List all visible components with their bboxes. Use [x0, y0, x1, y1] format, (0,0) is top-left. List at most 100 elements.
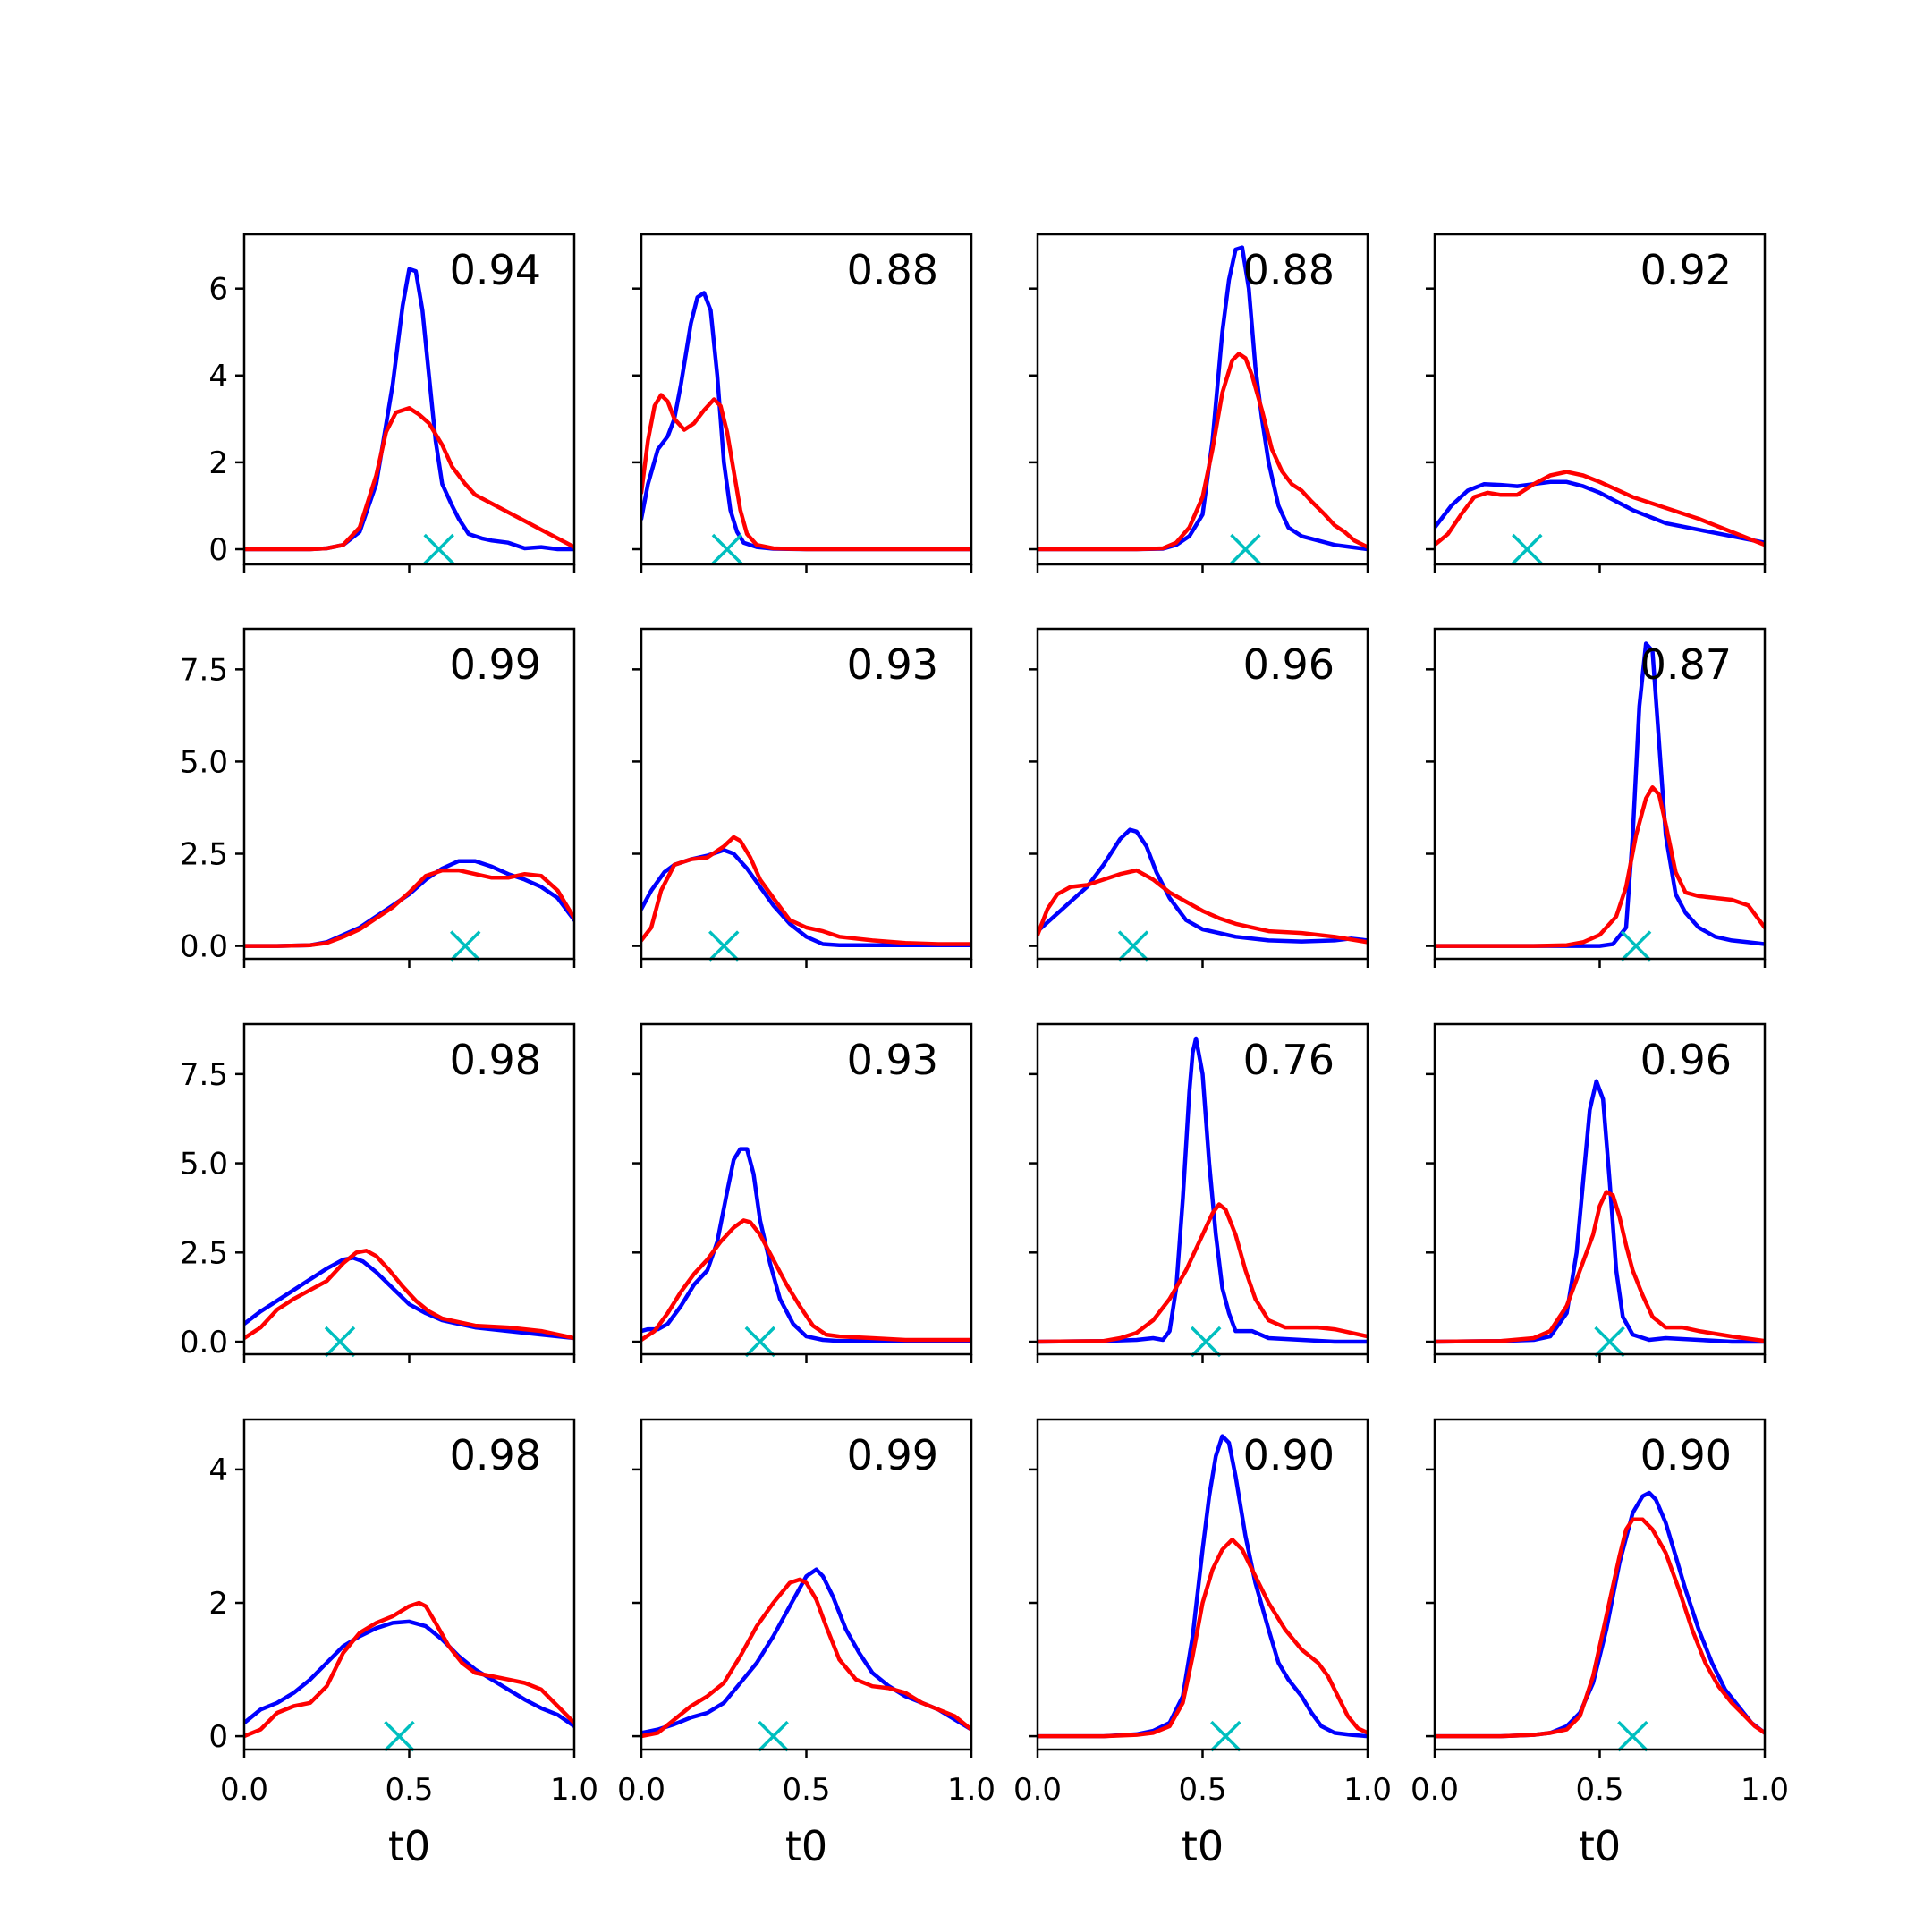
subplot-2: 0.88	[632, 233, 973, 573]
series-line-1	[244, 1256, 574, 1341]
series-line-1	[1435, 479, 1765, 545]
series-line-1	[641, 1147, 971, 1343]
x-tick-label: 1.0	[550, 1772, 598, 1808]
score-annotation: 0.99	[847, 1431, 938, 1479]
subplot-12: 0.96	[1426, 1022, 1767, 1363]
x-marker	[423, 533, 454, 565]
score-annotation: 0.76	[1243, 1036, 1335, 1084]
score-annotation: 0.93	[847, 640, 938, 689]
x-marker	[1190, 1326, 1222, 1358]
score-annotation: 0.99	[450, 640, 541, 689]
score-annotation: 0.93	[847, 1036, 938, 1084]
y-tick-label: 0	[208, 1719, 228, 1755]
subplot-6: 0.93	[632, 627, 973, 968]
score-annotation: 0.88	[1243, 246, 1335, 294]
subplot-1: 0 2 4 6 0.94	[208, 233, 576, 573]
series-line-1	[641, 848, 971, 947]
y-tick-label: 5.0	[180, 744, 228, 780]
subplot-5: 0.0 2.5 5.0 7.5 0.99	[180, 627, 576, 968]
x-marker	[744, 1326, 776, 1358]
x-marker	[1117, 930, 1149, 962]
score-annotation: 0.96	[1640, 1036, 1732, 1084]
x-marker	[711, 533, 743, 565]
series-line-2	[641, 1577, 971, 1739]
subplot-4: 0.92	[1426, 233, 1767, 573]
subplot-10: 0.93	[632, 1022, 973, 1363]
y-tick-label: 2.5	[180, 1235, 228, 1271]
x-marker	[324, 1326, 356, 1358]
series-line-2	[1435, 1190, 1765, 1344]
series-line-1	[1435, 641, 1765, 948]
x-tick-label: 1.0	[1343, 1772, 1392, 1808]
x-marker	[449, 930, 481, 962]
subplot-15: 0.0 0.5 1.0 0.90 t0	[1013, 1418, 1392, 1870]
x-tick-label: 0.5	[1178, 1772, 1226, 1808]
subplot-11: 0.76	[1029, 1022, 1369, 1363]
x-tick-label: 0.0	[617, 1772, 665, 1808]
x-tick-label: 0.0	[1013, 1772, 1062, 1808]
y-tick-label: 7.5	[180, 652, 228, 688]
series-line-1	[1435, 1079, 1765, 1344]
series-line-2	[244, 405, 574, 552]
y-tick-label: 0	[208, 532, 228, 568]
x-axis-label: t0	[1579, 1822, 1621, 1870]
series-line-2	[1435, 1517, 1765, 1739]
series-line-1	[641, 291, 971, 552]
series-line-1	[244, 1619, 574, 1729]
y-tick-label: 7.5	[180, 1057, 228, 1093]
y-tick-label: 2.5	[180, 836, 228, 872]
score-annotation: 0.90	[1640, 1431, 1732, 1479]
x-marker	[1617, 1720, 1648, 1752]
series-line-2	[244, 1249, 574, 1341]
score-annotation: 0.90	[1243, 1431, 1335, 1479]
subplot-9: 0.0 2.5 5.0 7.5 0.98	[180, 1022, 576, 1363]
x-tick-label: 0.0	[220, 1772, 268, 1808]
y-tick-label: 0.0	[180, 929, 228, 965]
subplot-7: 0.96	[1029, 627, 1369, 968]
x-marker	[758, 1720, 789, 1752]
score-annotation: 0.87	[1640, 640, 1732, 689]
series-line-2	[1038, 868, 1368, 945]
x-marker	[708, 930, 740, 962]
subplot-13: 0 2 4 0.0 0.5 1.0 0.98 t0	[208, 1418, 598, 1870]
score-annotation: 0.96	[1243, 640, 1335, 689]
x-tick-label: 0.5	[1575, 1772, 1623, 1808]
series-line-2	[641, 1218, 971, 1343]
series-line-2	[1038, 1537, 1368, 1739]
score-annotation: 0.94	[450, 246, 541, 294]
series-line-2	[1038, 1202, 1368, 1344]
y-tick-label: 2	[208, 445, 228, 481]
x-marker	[1210, 1720, 1241, 1752]
x-marker	[1594, 1326, 1625, 1358]
subplot-16: 0.0 0.5 1.0 0.90 t0	[1411, 1418, 1789, 1870]
series-line-1	[1038, 1434, 1368, 1739]
y-tick-label: 4	[208, 359, 228, 394]
series-line-2	[1435, 785, 1765, 948]
x-axis-label: t0	[388, 1822, 430, 1870]
x-tick-label: 0.5	[782, 1772, 830, 1808]
series-line-1	[1435, 1490, 1765, 1739]
series-line-2	[244, 1600, 574, 1739]
y-tick-label: 0.0	[180, 1325, 228, 1360]
subplot-14: 0.0 0.5 1.0 0.99 t0	[617, 1418, 996, 1870]
series-line-2	[641, 393, 971, 552]
x-axis-label: t0	[1182, 1822, 1224, 1870]
x-marker	[1512, 533, 1543, 565]
series-line-1	[1038, 245, 1368, 552]
x-marker	[1620, 930, 1652, 962]
subplot-3: 0.88	[1029, 233, 1369, 573]
y-tick-label: 4	[208, 1453, 228, 1488]
x-axis-label: t0	[785, 1822, 827, 1870]
score-annotation: 0.98	[450, 1431, 541, 1479]
series-line-2	[641, 835, 971, 946]
score-annotation: 0.92	[1640, 246, 1732, 294]
x-marker	[384, 1720, 415, 1752]
series-line-2	[244, 868, 574, 948]
series-line-1	[1038, 1036, 1368, 1344]
series-line-2	[1435, 470, 1765, 547]
x-tick-label: 1.0	[1741, 1772, 1789, 1808]
y-tick-label: 2	[208, 1586, 228, 1622]
subplot-8: 0.87	[1426, 627, 1767, 968]
score-annotation: 0.98	[450, 1036, 541, 1084]
